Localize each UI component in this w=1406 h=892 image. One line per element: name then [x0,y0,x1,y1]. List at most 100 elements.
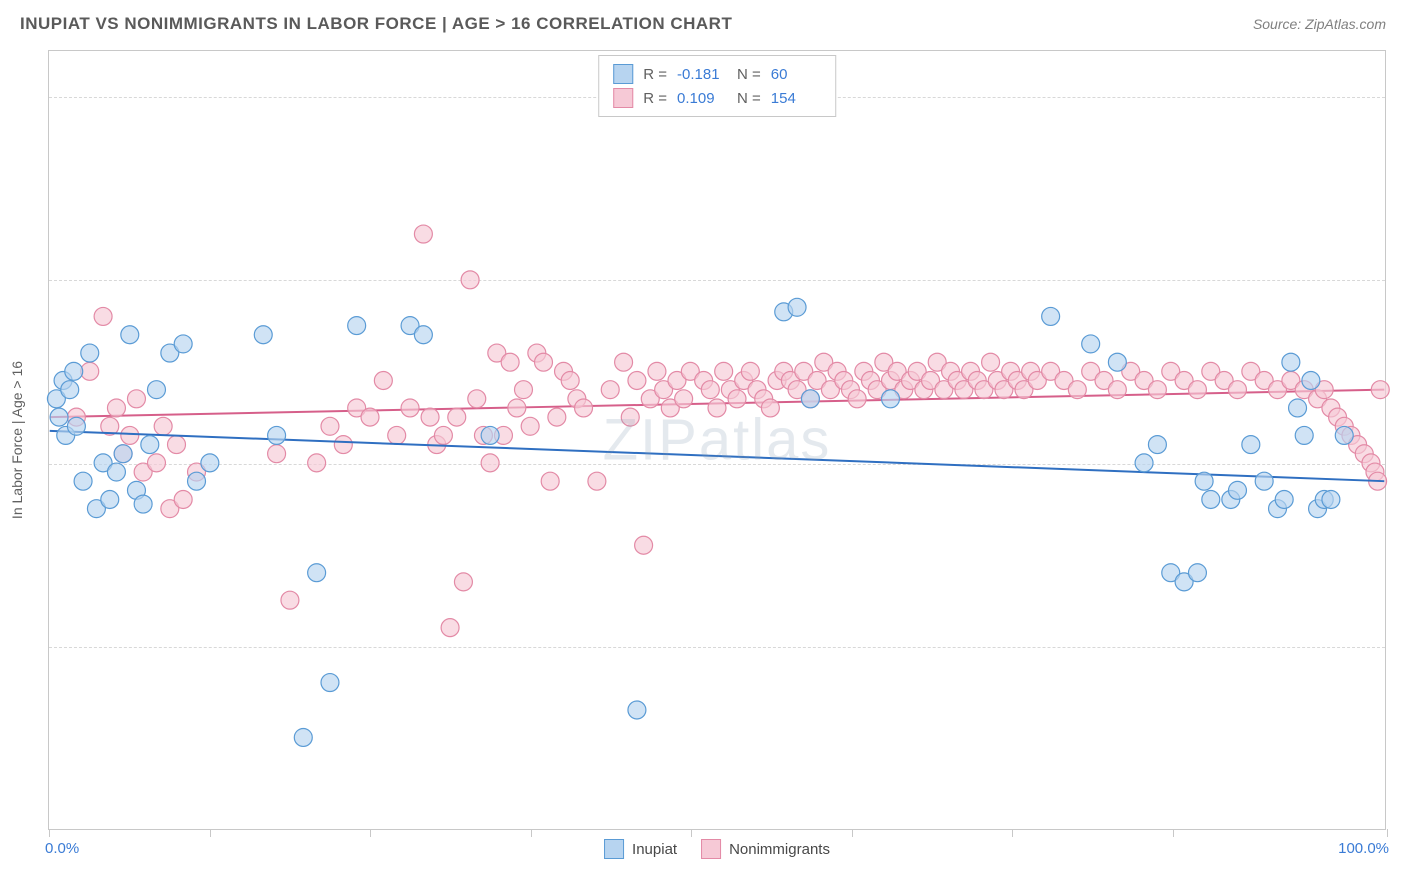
inupiat-point [882,390,900,408]
nonimmigrants-point [1148,381,1166,399]
x-tick [1387,829,1388,837]
inupiat-point [61,381,79,399]
x-tick [210,829,211,837]
nonimmigrants-point [121,426,139,444]
nonimmigrants-point [535,353,553,371]
nonimmigrants-point [515,381,533,399]
r-value: -0.181 [677,66,727,83]
n-label: N = [737,66,761,83]
nonimmigrants-point [741,362,759,380]
chart-area: In Labor Force | Age > 16 40.0%60.0%80.0… [48,50,1386,830]
inupiat-point [1195,472,1213,490]
nonimmigrants-point [521,417,539,435]
nonimmigrants-point [701,381,719,399]
nonimmigrants-point [441,619,459,637]
inupiat-point [348,317,366,335]
nonimmigrants-point [1371,381,1389,399]
nonimmigrants-point [481,454,499,472]
x-tick [1012,829,1013,837]
legend-item: Nonimmigrants [701,839,830,859]
nonimmigrants-point [1188,381,1206,399]
inupiat-point [81,344,99,362]
inupiat-point [1135,454,1153,472]
nonimmigrants-point [107,399,125,417]
legend-item: Inupiat [604,839,677,859]
inupiat-point [114,445,132,463]
inupiat-point [201,454,219,472]
inupiat-trendline [50,431,1385,481]
nonimmigrants-point [1068,381,1086,399]
nonimmigrants-point [448,408,466,426]
inupiat-point [1289,399,1307,417]
nonimmigrants-point [648,362,666,380]
inupiat-point [1042,307,1060,325]
inupiat-point [1335,426,1353,444]
nonimmigrants-point [454,573,472,591]
nonimmigrants-point [361,408,379,426]
n-label: N = [737,90,761,107]
nonimmigrants-point [174,491,192,509]
nonimmigrants-point [628,372,646,390]
x-tick [1173,829,1174,837]
inupiat-point [1082,335,1100,353]
inupiat-point [1229,481,1247,499]
x-tick [49,829,50,837]
x-axis-min-label: 0.0% [45,840,79,857]
legend-swatch [701,839,721,859]
nonimmigrants-point [1108,381,1126,399]
nonimmigrants-point [461,271,479,289]
inupiat-point [1302,372,1320,390]
inupiat-point [141,436,159,454]
n-value: 154 [771,90,821,107]
source-credit: Source: ZipAtlas.com [1253,16,1386,32]
x-tick [370,829,371,837]
inupiat-point [414,326,432,344]
nonimmigrants-point [308,454,326,472]
nonimmigrants-point [1229,381,1247,399]
inupiat-point [174,335,192,353]
nonimmigrants-point [541,472,559,490]
inupiat-point [1148,436,1166,454]
nonimmigrants-point [548,408,566,426]
nonimmigrants-point [421,408,439,426]
inupiat-point [107,463,125,481]
nonimmigrants-point [321,417,339,435]
inupiat-point [74,472,92,490]
inupiat-point [1202,491,1220,509]
legend-label: Nonimmigrants [729,841,830,858]
x-tick [691,829,692,837]
inupiat-point [67,417,85,435]
x-axis-max-label: 100.0% [1338,840,1389,857]
nonimmigrants-point [708,399,726,417]
x-tick [531,829,532,837]
inupiat-point [481,426,499,444]
legend-row: R = 0.109 N = 154 [613,86,821,110]
inupiat-point [788,298,806,316]
nonimmigrants-point [388,426,406,444]
inupiat-point [268,426,286,444]
nonimmigrants-point [588,472,606,490]
nonimmigrants-point [615,353,633,371]
inupiat-point [1242,436,1260,454]
nonimmigrants-point [148,454,166,472]
r-label: R = [643,66,667,83]
r-label: R = [643,90,667,107]
x-tick [852,829,853,837]
legend-swatch [613,64,633,84]
nonimmigrants-point [468,390,486,408]
nonimmigrants-point [575,399,593,417]
inupiat-point [254,326,272,344]
nonimmigrants-point [508,399,526,417]
nonimmigrants-point [414,225,432,243]
inupiat-point [1295,426,1313,444]
inupiat-point [188,472,206,490]
nonimmigrants-point [94,307,112,325]
nonimmigrants-point [268,445,286,463]
scatter-plot [49,51,1385,829]
inupiat-point [321,674,339,692]
inupiat-point [801,390,819,408]
inupiat-point [1188,564,1206,582]
y-axis-title: In Labor Force | Age > 16 [9,361,25,519]
series-legend: Inupiat Nonimmigrants [604,839,830,859]
nonimmigrants-point [334,436,352,454]
